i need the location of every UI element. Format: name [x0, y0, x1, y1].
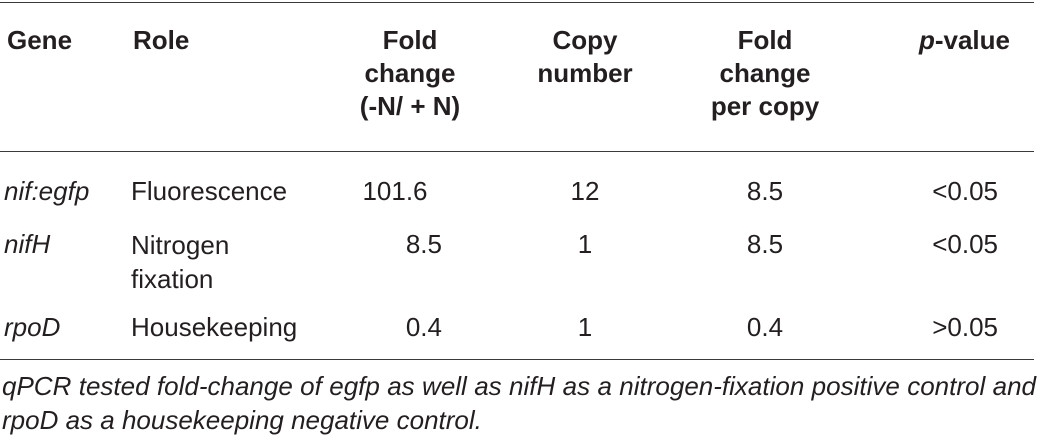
- row-3-role: Housekeeping: [131, 312, 298, 342]
- header-copy-number-line-1: Copy: [552, 25, 618, 55]
- row-2-role-line-1: Nitrogen: [131, 230, 230, 260]
- row-1-gene: nif:egfp: [4, 176, 90, 206]
- header-copy-number: Copy number: [505, 24, 665, 90]
- row-2-fold-per-copy: 8.5: [746, 229, 784, 259]
- table-bottom-rule: [0, 359, 1034, 360]
- table-caption: qPCR tested fold-change of egfp as well …: [2, 371, 1036, 435]
- header-fold-per-copy-line-2: change: [719, 58, 811, 88]
- row-1-fold-change: 101.6: [362, 176, 428, 206]
- header-role: Role: [133, 25, 190, 55]
- header-fold-change-line-3: (-N/ + N): [359, 91, 461, 121]
- header-p-value: p-value: [860, 24, 1010, 57]
- row-3-p-value: >0.05: [932, 312, 998, 342]
- row-2-fold-change: 8.5: [405, 229, 442, 259]
- header-fold-per-copy-line-3: per copy: [710, 91, 820, 121]
- row-3-fold-change: 0.4: [405, 312, 442, 342]
- header-fold-change-line-2: change: [364, 58, 456, 88]
- header-gene: Gene: [7, 25, 73, 55]
- row-1-role: Fluorescence: [131, 176, 288, 206]
- header-p-value-rest: -value: [934, 25, 1010, 55]
- table-top-rule: [0, 2, 1034, 3]
- header-p-value-italic: p: [918, 25, 935, 55]
- row-2-copy-number: 1: [577, 229, 593, 259]
- row-2-p-value: <0.05: [932, 229, 998, 259]
- header-fold-per-copy-line-1: Fold: [737, 25, 793, 55]
- row-1-fold-per-copy: 8.5: [746, 176, 784, 206]
- header-fold-change-per-copy: Fold change per copy: [680, 24, 850, 123]
- row-1-copy-number: 12: [570, 176, 600, 206]
- row-3-gene: rpoD: [4, 312, 61, 342]
- header-fold-change-line-1: Fold: [382, 25, 438, 55]
- row-2-role-line-2: fixation: [131, 264, 214, 294]
- row-1-p-value: <0.05: [932, 176, 998, 206]
- header-fold-change: Fold change (-N/ + N): [320, 24, 500, 123]
- table-header-rule: [0, 151, 1034, 152]
- row-3-fold-per-copy: 0.4: [746, 312, 784, 342]
- row-2-role: Nitrogen fixation: [131, 228, 229, 296]
- row-2-gene: nifH: [4, 229, 51, 259]
- row-3-copy-number: 1: [577, 312, 593, 342]
- header-copy-number-line-2: number: [537, 58, 633, 88]
